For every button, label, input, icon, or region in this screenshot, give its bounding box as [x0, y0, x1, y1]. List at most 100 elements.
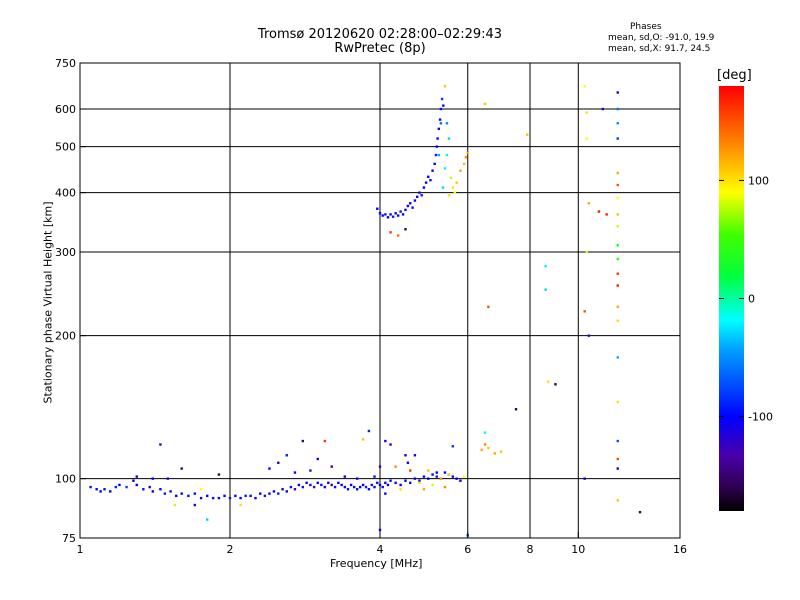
y-tick-label: 500 [55, 141, 76, 154]
echo-point [103, 488, 106, 491]
echo-point [431, 473, 434, 476]
colorbar-tick-label: -100 [748, 411, 773, 424]
echo-point [409, 481, 412, 485]
echo-point [316, 457, 319, 461]
echo-point [99, 490, 102, 493]
echo-point [601, 107, 605, 111]
echo-point [420, 194, 423, 197]
echo-point [404, 228, 407, 231]
echo-point [439, 477, 443, 480]
echo-point [438, 118, 442, 121]
echo-point [466, 151, 469, 155]
chart-subtitle: RwPretec (8p) [334, 41, 426, 56]
echo-point [361, 438, 365, 441]
echo-point [464, 156, 468, 159]
colorbar-tick-label: 100 [748, 174, 769, 187]
echo-point [285, 454, 288, 457]
echo-point [148, 485, 151, 489]
echo-point [289, 485, 293, 489]
echo-point [259, 492, 262, 495]
echo-point [346, 488, 350, 491]
echo-point [394, 212, 397, 215]
echo-point [151, 490, 155, 493]
echo-point [367, 488, 371, 491]
x-tick-label: 4 [377, 543, 384, 556]
echo-point [422, 475, 426, 478]
colorbar-tick-label: 0 [748, 293, 755, 306]
echo-point [587, 202, 591, 205]
echo-point [309, 483, 312, 487]
echo-point [409, 202, 412, 205]
echo-point [394, 465, 397, 468]
echo-point [340, 483, 343, 487]
echo-point [193, 492, 197, 495]
echo-point [437, 153, 441, 157]
echo-point [223, 494, 226, 498]
echo-point [228, 496, 232, 500]
echo-point [352, 485, 356, 489]
x-tick-label: 6 [464, 543, 471, 556]
echo-point [443, 471, 447, 474]
x-mode-stats: mean, sd,X: 91.7, 24.5 [608, 44, 711, 54]
echo-point [386, 483, 390, 487]
echo-point [355, 488, 359, 491]
echo-point [413, 454, 417, 457]
echo-point [413, 199, 417, 202]
echo-point [544, 265, 547, 268]
x-tick-label: 10 [571, 543, 585, 556]
x-tick-label: 8 [527, 543, 534, 556]
echo-point [616, 196, 619, 200]
echo-point [433, 162, 436, 166]
echo-point [616, 272, 619, 275]
echo-point [384, 492, 387, 495]
echo-point [404, 208, 407, 212]
echo-point [616, 284, 619, 287]
y-tick-label: 300 [55, 246, 76, 259]
echo-point [175, 494, 178, 498]
echo-point [180, 492, 183, 495]
echo-point [409, 469, 412, 472]
echo-point [462, 162, 466, 166]
echo-point [378, 483, 382, 487]
echo-point [337, 481, 340, 485]
echo-point [151, 477, 155, 480]
echo-point [163, 492, 167, 495]
echo-point [459, 169, 462, 172]
echo-point [462, 475, 466, 478]
echo-point [583, 477, 586, 480]
echo-point [616, 305, 619, 309]
echo-point [583, 85, 586, 88]
echo-point [396, 234, 400, 237]
echo-point [389, 213, 392, 216]
echo-point [277, 461, 280, 464]
echo-point [418, 479, 421, 482]
echo-point [109, 490, 112, 493]
echo-point [114, 485, 118, 489]
echo-point [493, 452, 497, 455]
echo-point [254, 496, 257, 500]
echo-point [616, 225, 619, 228]
echo-point [378, 465, 382, 468]
echo-point [616, 499, 619, 502]
echo-point [333, 485, 337, 489]
echo-point [439, 107, 443, 111]
echo-point [616, 171, 619, 175]
echo-point [616, 439, 619, 443]
echo-point [187, 494, 190, 498]
echo-point [616, 319, 619, 322]
x-tick-label: 16 [673, 543, 687, 556]
echo-point [406, 204, 410, 208]
echo-point [455, 181, 458, 184]
y-tick-label: 750 [55, 57, 76, 70]
echo-point [166, 477, 169, 480]
echo-point [301, 439, 305, 443]
echo-point [399, 488, 402, 491]
echo-point [205, 518, 209, 521]
echo-point [424, 181, 428, 184]
echo-point [544, 288, 547, 291]
echo-point [616, 457, 619, 461]
y-tick-label: 400 [55, 187, 76, 200]
echo-point [343, 475, 347, 478]
echo-point [389, 443, 392, 446]
